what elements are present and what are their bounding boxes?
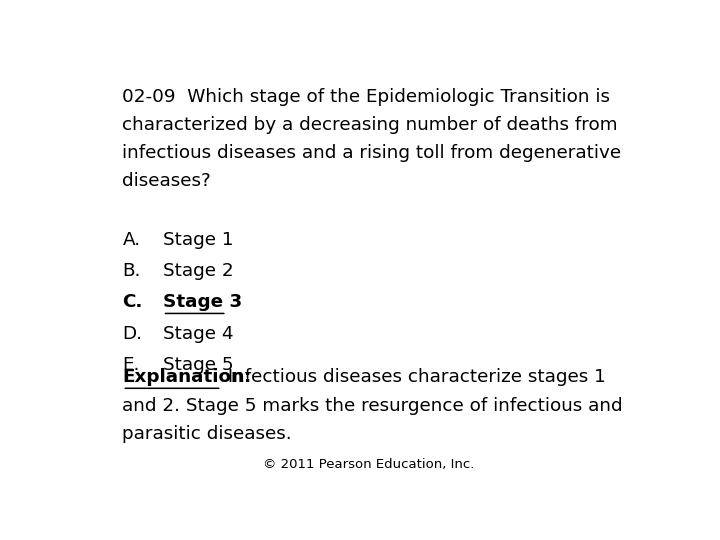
Text: Explanation:: Explanation: — [122, 368, 251, 386]
Text: © 2011 Pearson Education, Inc.: © 2011 Pearson Education, Inc. — [264, 458, 474, 471]
Text: Stage 3: Stage 3 — [163, 294, 242, 312]
Text: Stage 5: Stage 5 — [163, 356, 233, 374]
Text: B.: B. — [122, 262, 140, 280]
Text: A.: A. — [122, 231, 140, 249]
Text: diseases?: diseases? — [122, 172, 211, 191]
Text: C.: C. — [122, 294, 143, 312]
Text: D.: D. — [122, 325, 143, 343]
Text: Stage 1: Stage 1 — [163, 231, 233, 249]
Text: E.: E. — [122, 356, 140, 374]
Text: Stage 2: Stage 2 — [163, 262, 233, 280]
Text: infectious diseases and a rising toll from degenerative: infectious diseases and a rising toll fr… — [122, 144, 621, 162]
Text: characterized by a decreasing number of deaths from: characterized by a decreasing number of … — [122, 116, 618, 134]
Text: parasitic diseases.: parasitic diseases. — [122, 425, 292, 443]
Text: and 2. Stage 5 marks the resurgence of infectious and: and 2. Stage 5 marks the resurgence of i… — [122, 396, 623, 415]
Text: Infectious diseases characterize stages 1: Infectious diseases characterize stages … — [222, 368, 606, 386]
Text: Stage 4: Stage 4 — [163, 325, 233, 343]
Text: 02-09  Which stage of the Epidemiologic Transition is: 02-09 Which stage of the Epidemiologic T… — [122, 87, 611, 106]
